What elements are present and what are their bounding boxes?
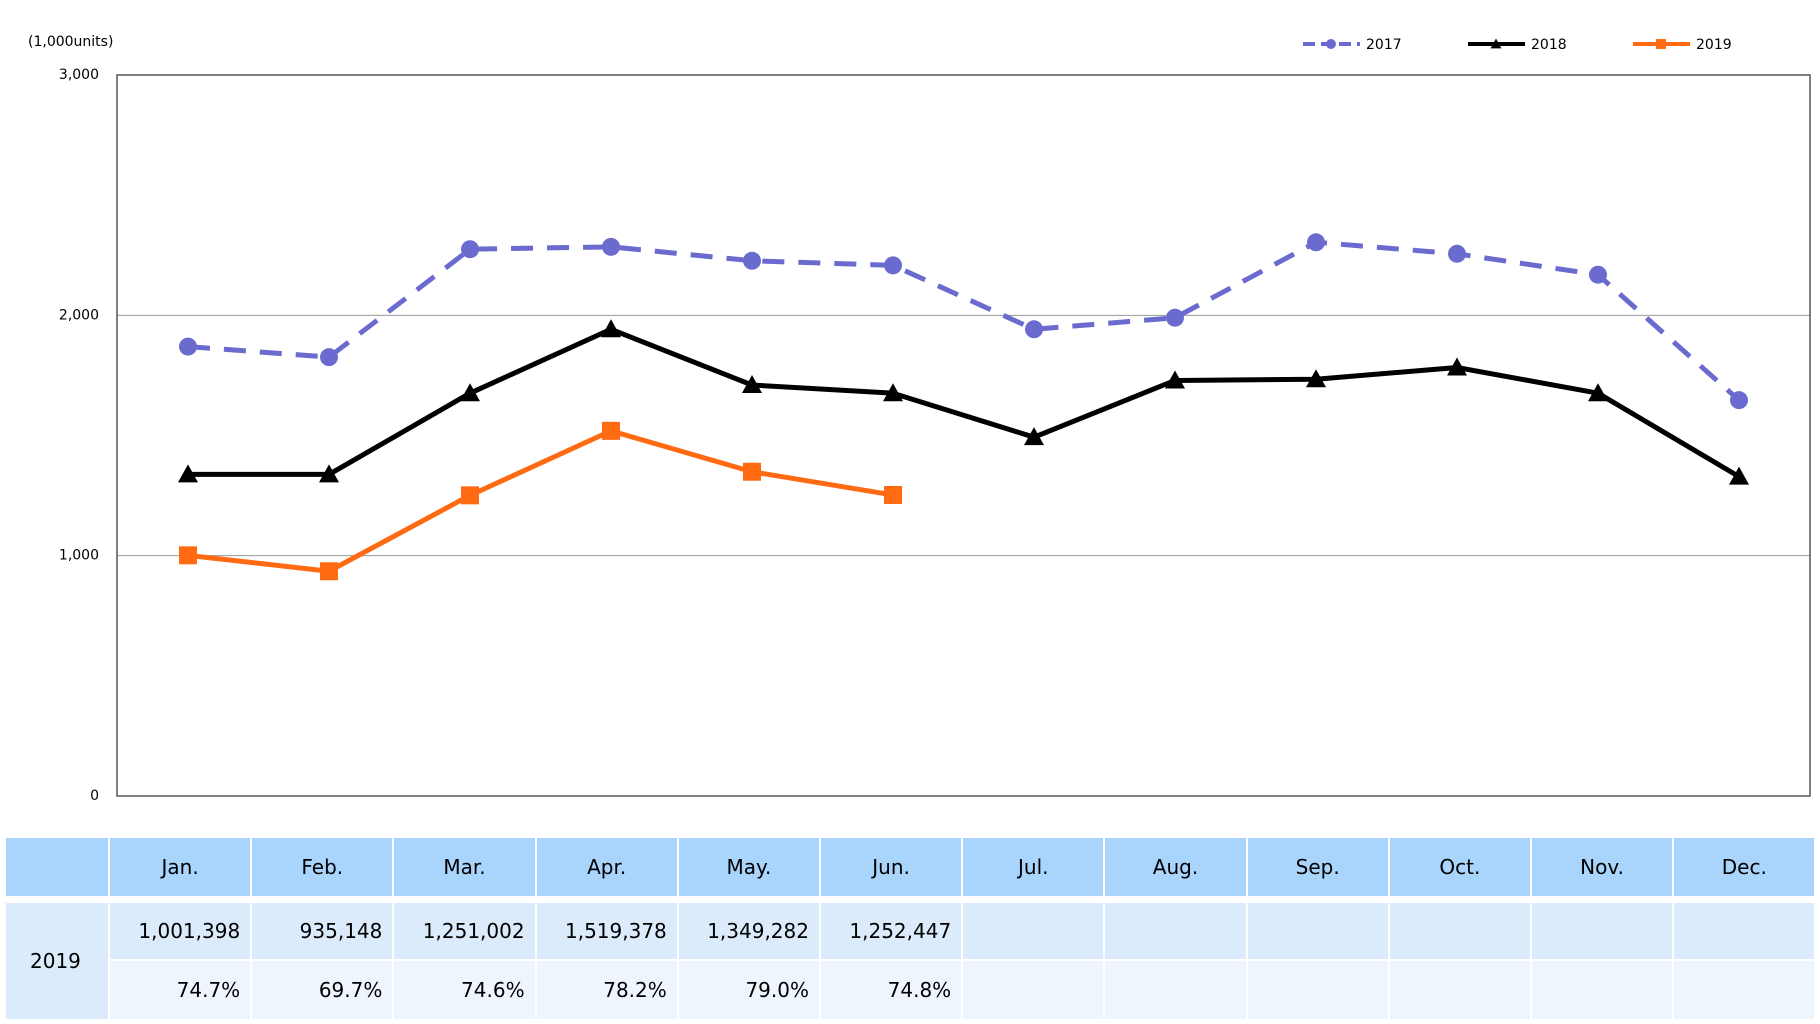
value-cell xyxy=(963,903,1104,959)
chart: (1,000units) 0 1,000 2,000 3,000 2017 2018 201… xyxy=(28,34,1811,804)
value-cell: 935,148 xyxy=(252,903,393,959)
share-cell xyxy=(1532,961,1673,1019)
marker xyxy=(461,240,479,259)
marker xyxy=(1166,308,1184,327)
series-line xyxy=(187,428,894,574)
marker xyxy=(178,464,198,483)
series-line xyxy=(188,326,1741,479)
marker xyxy=(602,421,620,440)
share-cell: 78.2% xyxy=(536,961,677,1019)
marker xyxy=(179,337,197,356)
marker xyxy=(602,237,620,256)
month-header: May. xyxy=(678,838,819,896)
unit-label: (1,000units) xyxy=(28,34,113,50)
value-cell xyxy=(1105,903,1246,959)
marker xyxy=(884,256,902,275)
share-cell: 74.8% xyxy=(821,961,962,1019)
share-cell xyxy=(1247,961,1388,1019)
marker xyxy=(601,319,621,338)
month-header: Apr. xyxy=(536,838,677,896)
y-tick-label: 2,000 xyxy=(59,307,99,323)
legend-label: 2018 xyxy=(1531,37,1567,53)
marker xyxy=(1307,233,1325,252)
share-cell: 74.6% xyxy=(394,961,535,1019)
legend-label: 2017 xyxy=(1366,37,1402,53)
marker xyxy=(1730,391,1748,410)
marker xyxy=(1326,39,1336,49)
marker xyxy=(179,546,197,565)
month-header: Jan. xyxy=(110,838,251,896)
y-tick-label: 0 xyxy=(90,788,99,804)
marker xyxy=(742,375,762,394)
month-header: Nov. xyxy=(1532,838,1673,896)
value-cell xyxy=(1389,903,1530,959)
month-header: Feb. xyxy=(252,838,393,896)
marker xyxy=(1025,320,1043,339)
value-cell: 1,001,398 xyxy=(110,903,251,959)
marker xyxy=(319,464,339,483)
share-cell xyxy=(1105,961,1246,1019)
marker xyxy=(320,562,338,581)
marker xyxy=(743,462,761,481)
marker xyxy=(1165,370,1185,389)
share-cell xyxy=(963,961,1104,1019)
month-header: Jun. xyxy=(821,838,962,896)
month-header: Mar. xyxy=(394,838,535,896)
share-cell: 69.7% xyxy=(252,961,393,1019)
marker xyxy=(1024,427,1044,446)
marker xyxy=(460,383,480,402)
marker xyxy=(884,485,902,504)
row-label: 2019 xyxy=(6,903,108,1019)
month-header: Dec. xyxy=(1674,838,1815,896)
value-cell: 1,349,282 xyxy=(678,903,819,959)
y-tick-label: 1,000 xyxy=(59,548,99,564)
share-cell xyxy=(1674,961,1815,1019)
marker xyxy=(743,251,761,270)
legend-label: 2019 xyxy=(1696,37,1732,53)
value-cell: 1,519,378 xyxy=(536,903,677,959)
marker xyxy=(883,383,903,402)
month-header: Oct. xyxy=(1389,838,1530,896)
marker xyxy=(320,348,338,367)
value-cell xyxy=(1674,903,1815,959)
month-header: Jul. xyxy=(963,838,1104,896)
marker xyxy=(1589,265,1607,284)
month-header: Aug. xyxy=(1105,838,1246,896)
value-cell: 1,252,447 xyxy=(821,903,962,959)
marker xyxy=(1447,357,1467,376)
value-cell xyxy=(1247,903,1388,959)
share-cell: 79.0% xyxy=(678,961,819,1019)
share-cell xyxy=(1389,961,1530,1019)
marker xyxy=(461,486,479,505)
plot-frame xyxy=(116,74,1811,797)
y-tick-label: 3,000 xyxy=(59,67,99,83)
marker xyxy=(1588,383,1608,402)
share-cell: 74.7% xyxy=(110,961,251,1019)
marker xyxy=(1448,244,1466,263)
marker xyxy=(1306,369,1326,388)
header-corner xyxy=(6,838,108,896)
marker xyxy=(1729,466,1749,485)
value-cell xyxy=(1532,903,1673,959)
value-cell: 1,251,002 xyxy=(394,903,535,959)
marker xyxy=(1490,38,1502,49)
marker xyxy=(1656,39,1666,49)
series-line xyxy=(187,239,1741,403)
month-header: Sep. xyxy=(1247,838,1388,896)
